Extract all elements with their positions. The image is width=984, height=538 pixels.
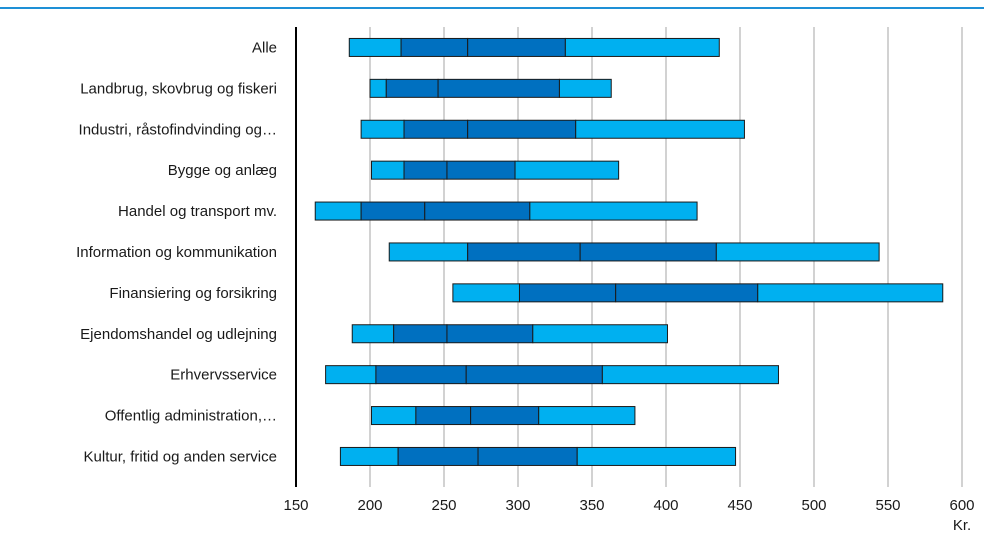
x-tick-label: 350 (579, 497, 604, 514)
bar-segment (325, 365, 377, 385)
bar-segment (403, 160, 448, 180)
bar-segment (314, 201, 362, 221)
bar-segment (757, 283, 944, 303)
x-tick-label: 150 (283, 497, 308, 514)
x-tick-label: 550 (875, 497, 900, 514)
category-label: Ejendomshandel og udlejning (80, 326, 277, 343)
category-labels: Alle Landbrug, skovbrug og fiskeri Industr… (76, 39, 277, 465)
bar-segment (467, 37, 566, 57)
bar-segment (446, 160, 516, 180)
category-label: Erhvervsservice (170, 367, 277, 384)
bar-segments (314, 37, 944, 466)
bar-segment (400, 37, 469, 57)
bar-segment (575, 119, 745, 139)
x-tick-label: 200 (357, 497, 382, 514)
bar-segment (415, 406, 472, 426)
bar-segment (385, 78, 439, 98)
bar-segment (360, 119, 405, 139)
bar-segment (514, 160, 620, 180)
bar-segment (360, 201, 426, 221)
x-tick-label: 600 (949, 497, 974, 514)
category-label: Offentlig administration,… (105, 408, 277, 425)
top-rule (0, 7, 984, 9)
category-label: Industri, råstofindvinding og… (79, 121, 277, 138)
bar-segment (370, 406, 417, 426)
category-label: Bygge og anlæg (168, 162, 277, 179)
bar-segment (437, 78, 560, 98)
bar-segment (558, 78, 612, 98)
bar-segment (532, 324, 668, 344)
bar-segment (615, 283, 759, 303)
category-label: Information og kommunikation (76, 244, 277, 261)
x-tick-label: 500 (801, 497, 826, 514)
category-label: Landbrug, skovbrug og fiskeri (80, 80, 277, 97)
bar-segment (538, 406, 636, 426)
bar-segment (397, 446, 479, 466)
x-tick-labels: 150 200 250 300 350 400 450 500 550 600 (283, 497, 974, 514)
x-tick-label: 450 (727, 497, 752, 514)
bar-segment (518, 283, 617, 303)
bar-segment (564, 37, 720, 57)
bar-segment (369, 78, 387, 98)
bar-segment (339, 446, 399, 466)
x-tick-label: 300 (505, 497, 530, 514)
bar-segment (579, 242, 717, 262)
bar-segment (403, 119, 469, 139)
bar-segment (393, 324, 448, 344)
bar-segment (446, 324, 534, 344)
bar-segment (601, 365, 779, 385)
x-tick-label: 250 (431, 497, 456, 514)
category-label: Handel og transport mv. (118, 203, 277, 220)
bar-segment (477, 446, 578, 466)
bar-segment (576, 446, 737, 466)
bar-segment (467, 119, 577, 139)
category-label: Kultur, fritid og anden service (84, 448, 277, 465)
bar-segment (351, 324, 395, 344)
category-label: Alle (252, 39, 277, 56)
bar-segment (529, 201, 698, 221)
bar-segment (452, 283, 520, 303)
bar-segment (424, 201, 531, 221)
bar-segment (348, 37, 402, 57)
bar-segment (715, 242, 880, 262)
x-tick-label: 400 (653, 497, 678, 514)
bar-segment (465, 365, 603, 385)
bar-segment (375, 365, 467, 385)
bar-segment (370, 160, 405, 180)
category-label: Finansiering og forsikring (109, 285, 277, 302)
bar-segment (388, 242, 469, 262)
x-unit-label: Kr. (953, 517, 971, 534)
bar-segment (467, 242, 581, 262)
bar-segment (470, 406, 540, 426)
